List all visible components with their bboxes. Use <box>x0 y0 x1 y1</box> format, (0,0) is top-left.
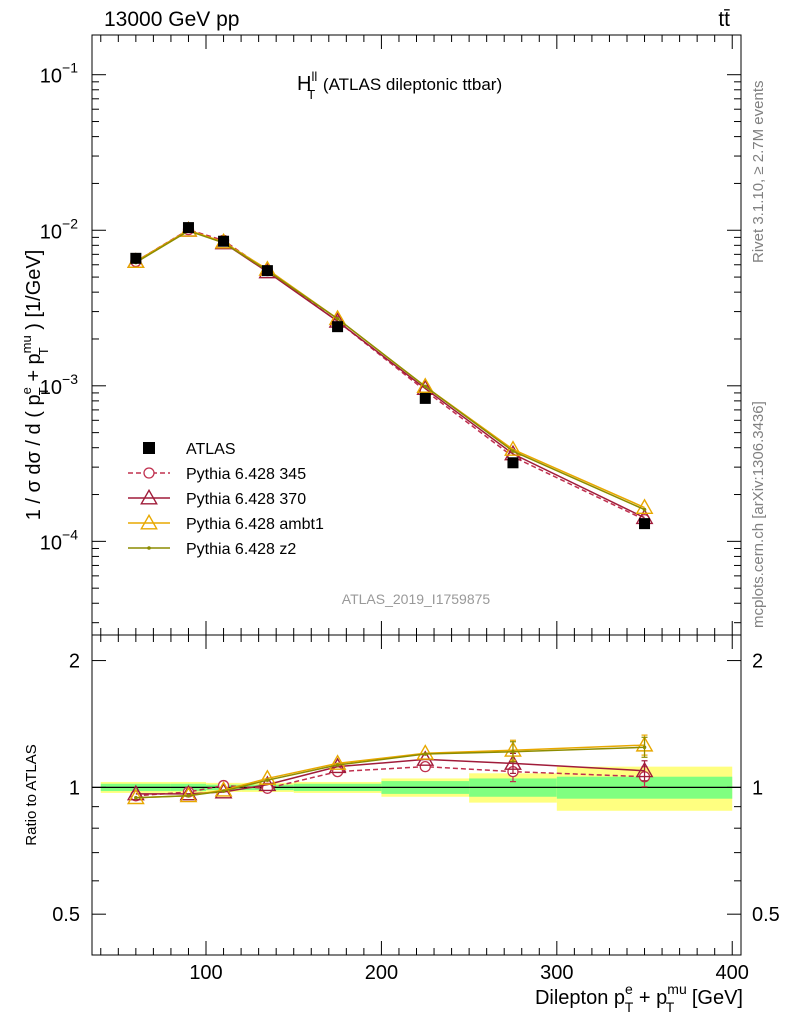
x-tick-label: 200 <box>365 962 398 984</box>
ratio-point <box>126 784 145 801</box>
ratio-point <box>511 749 515 754</box>
series-point <box>335 316 340 321</box>
ratio-point <box>126 788 145 805</box>
process-label: tt̄ <box>718 8 730 31</box>
data-point <box>639 518 651 530</box>
ratio-point <box>642 745 647 750</box>
legend-marker <box>140 488 158 505</box>
x-tick-label: 100 <box>189 962 222 984</box>
y-tick-label: 10−1 <box>40 60 78 88</box>
rivet-label: Rivet 3.1.10, ≥ 2.7M events <box>750 81 767 264</box>
ratio-panel: 0.5 0.5 1 1 2 2 100 200 300 400 Ratio to ATLAS <box>23 634 780 984</box>
data-point <box>507 457 519 469</box>
series-point <box>635 498 654 514</box>
legend-label-atlas: ATLAS <box>186 441 236 458</box>
series-point <box>642 507 647 512</box>
series-point <box>423 384 428 389</box>
ratio-point <box>504 754 522 770</box>
data-point <box>218 235 230 247</box>
legend-marker-atlas <box>143 442 155 454</box>
data-point <box>182 222 194 234</box>
series-line <box>135 230 645 511</box>
ratio-tick-label-left: 2 <box>69 651 80 673</box>
ratio-tick-label-right: 0.5 <box>752 904 780 926</box>
ratio-point <box>328 754 347 770</box>
ratio-frame <box>91 634 742 956</box>
main-ticks: 10−1 10−2 10−3 10−4 <box>40 35 741 635</box>
ratio-point <box>635 761 654 778</box>
ratio-point <box>134 795 138 800</box>
ratio-tick-label-left: 1 <box>69 777 80 799</box>
legend: ATLAS Pythia 6.428 345 Pythia 6.428 370 Pyt… <box>128 441 324 558</box>
ratio-point <box>214 781 233 797</box>
analysis-id: ATLAS_2019_I1759875 <box>342 591 491 607</box>
atlas-data <box>130 222 651 530</box>
x-tick-label: 300 <box>540 962 573 984</box>
ratio-ticks: 0.5 0.5 1 1 2 2 100 200 300 400 <box>52 635 780 984</box>
ratio-tick-label-left: 0.5 <box>52 904 80 926</box>
y-tick-label: 10−3 <box>40 371 78 399</box>
ratio-point <box>335 763 340 767</box>
energy-label: 13000 GeV pp <box>104 8 239 31</box>
ratio-line <box>135 765 645 797</box>
ratio-point <box>258 769 277 785</box>
legend-label: Pythia 6.428 ambt1 <box>186 516 324 533</box>
ratio-point <box>179 784 198 801</box>
mcplots-label: mcplots.cern.ch [arXiv:1306.3436] <box>750 401 767 628</box>
x-axis-label: Dilepton pe T + pmu T [GeV] <box>535 981 743 1015</box>
ratio-point <box>423 752 428 756</box>
ratio-line <box>135 746 645 799</box>
ratio-point <box>221 789 226 793</box>
ratio-series-3 <box>134 736 648 800</box>
legend-marker <box>140 513 158 530</box>
series-point <box>511 449 515 453</box>
data-point <box>130 252 142 264</box>
legend-label: Pythia 6.428 z2 <box>186 541 296 558</box>
ratio-line <box>135 758 645 795</box>
data-point <box>261 265 273 277</box>
y-tick-label: 10−2 <box>40 215 78 243</box>
y-axis-label: 1 / σ dσ / d ( pe T + pmu T ) [1/GeV] <box>19 250 51 521</box>
main-panel: 10−1 10−2 10−3 10−4 Hll T (ATLAS dileptonic … <box>19 34 742 636</box>
ratio-y-label: Ratio to ATLAS <box>23 744 40 845</box>
legend-label: Pythia 6.428 370 <box>186 491 306 508</box>
ratio-point <box>186 793 191 798</box>
legend-marker <box>143 467 155 479</box>
ratio-series-1 <box>126 750 654 801</box>
ratio-series <box>126 734 654 805</box>
data-point <box>419 392 431 404</box>
x-tick-label: 400 <box>716 962 749 984</box>
ratio-tick-label-right: 1 <box>752 777 763 799</box>
legend-marker <box>147 546 151 550</box>
ratio-tick-label-right: 2 <box>752 651 763 673</box>
data-point <box>332 321 344 333</box>
ratio-point <box>419 760 431 773</box>
y-tick-label: 10−4 <box>40 526 78 554</box>
series-point <box>416 377 435 393</box>
legend-label: Pythia 6.428 345 <box>186 466 306 483</box>
plot-title: Hll T (ATLAS dileptonic ttbar) <box>297 69 502 102</box>
ratio-point <box>416 744 435 760</box>
ratio-point <box>265 778 270 782</box>
